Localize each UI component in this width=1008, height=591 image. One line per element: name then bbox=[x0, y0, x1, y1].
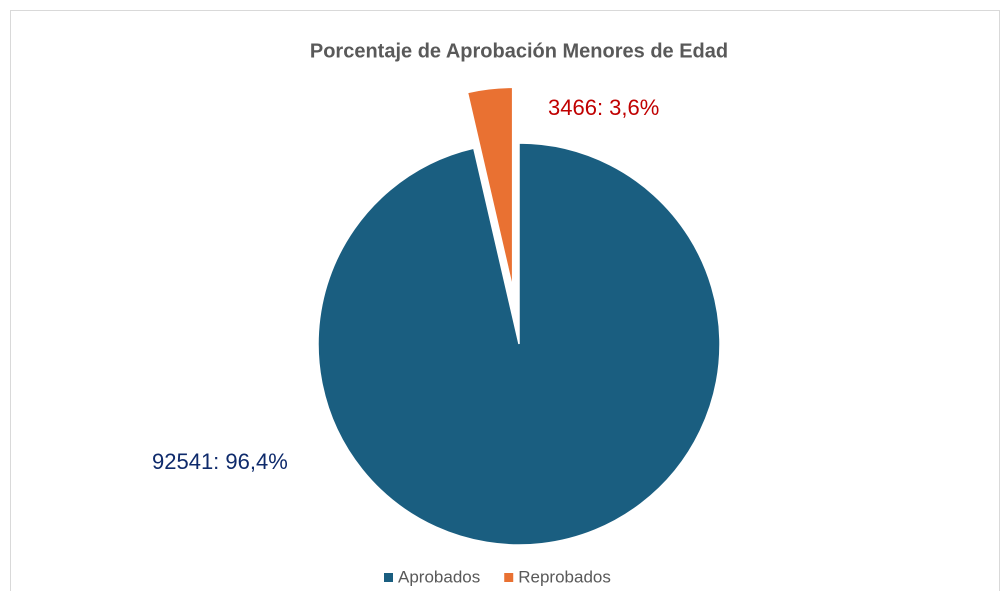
legend-label: Aprobados bbox=[398, 567, 480, 586]
pie-slice bbox=[466, 86, 514, 289]
legend-label: Reprobados bbox=[518, 567, 611, 586]
legend-swatch bbox=[504, 573, 514, 582]
legend-swatch bbox=[384, 573, 393, 582]
chart-title: Porcentaje de Aprobación Menores de Edad bbox=[310, 40, 728, 62]
data-label: 3466: 3,6% bbox=[548, 95, 659, 120]
pie-slice bbox=[317, 142, 721, 546]
chart-border bbox=[10, 10, 1000, 591]
data-label: 92541: 96,4% bbox=[152, 449, 288, 474]
